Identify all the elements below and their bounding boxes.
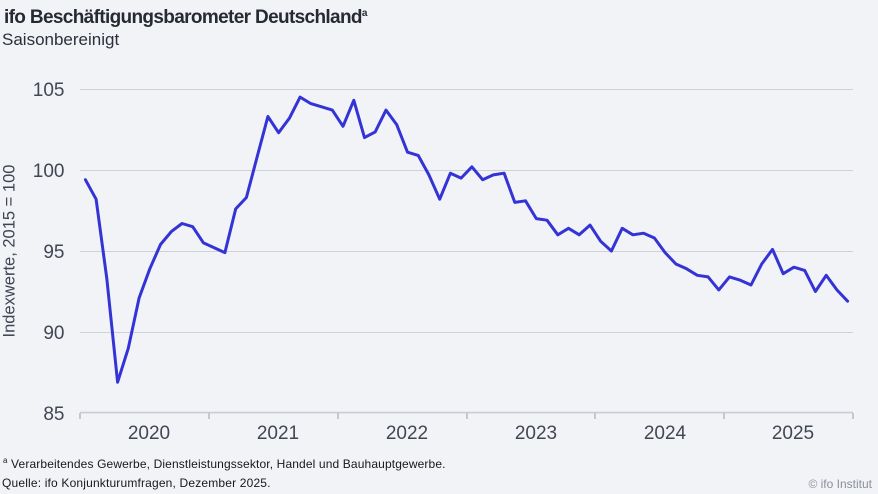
svg-text:2021: 2021: [257, 423, 299, 444]
svg-text:2024: 2024: [644, 423, 687, 444]
svg-text:100: 100: [33, 161, 65, 182]
svg-text:2022: 2022: [386, 423, 428, 444]
svg-text:105: 105: [33, 80, 65, 101]
svg-text:85: 85: [43, 404, 64, 425]
svg-text:2025: 2025: [772, 423, 814, 444]
svg-text:2020: 2020: [128, 423, 170, 444]
svg-text:95: 95: [43, 242, 64, 263]
svg-text:2023: 2023: [515, 423, 557, 444]
svg-text:90: 90: [43, 323, 64, 344]
